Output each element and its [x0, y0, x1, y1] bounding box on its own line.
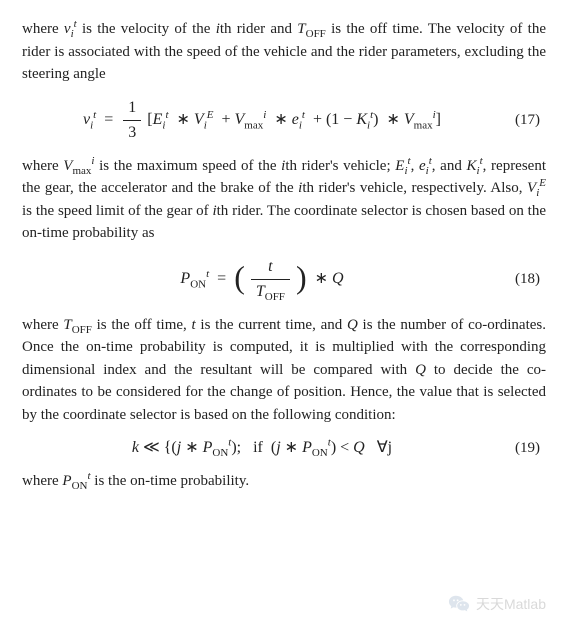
equation-17: vit = 1 3 [Eit ∗ ViE + Vmaxi ∗ eit + (1 …	[22, 96, 546, 145]
equation-18: PONt = ( t TOFF ) ∗ Q (18)	[22, 255, 546, 304]
equation-17-number: (17)	[496, 109, 540, 132]
equation-17-body: vit = 1 3 [Eit ∗ ViE + Vmaxi ∗ eit + (1 …	[28, 96, 496, 145]
paragraph-1: where vit is the velocity of the ith rid…	[22, 18, 546, 86]
paragraph-4: where PONt is the on-time probability.	[22, 470, 546, 493]
equation-19-number: (19)	[496, 437, 540, 460]
equation-19: k ≪ {(j ∗ PONt); if (j ∗ PONt) < Q ∀j (1…	[22, 436, 546, 460]
paragraph-3: where TOFF is the off time, t is the cur…	[22, 314, 546, 427]
equation-18-number: (18)	[496, 268, 540, 291]
equation-19-body: k ≪ {(j ∗ PONt); if (j ∗ PONt) < Q ∀j	[28, 436, 496, 460]
watermark: 天天Matlab	[448, 593, 546, 615]
equation-18-body: PONt = ( t TOFF ) ∗ Q	[28, 255, 496, 304]
wechat-icon	[448, 593, 470, 615]
watermark-text: 天天Matlab	[476, 594, 546, 615]
paragraph-2: where Vmaxi is the maximum speed of the …	[22, 155, 546, 245]
